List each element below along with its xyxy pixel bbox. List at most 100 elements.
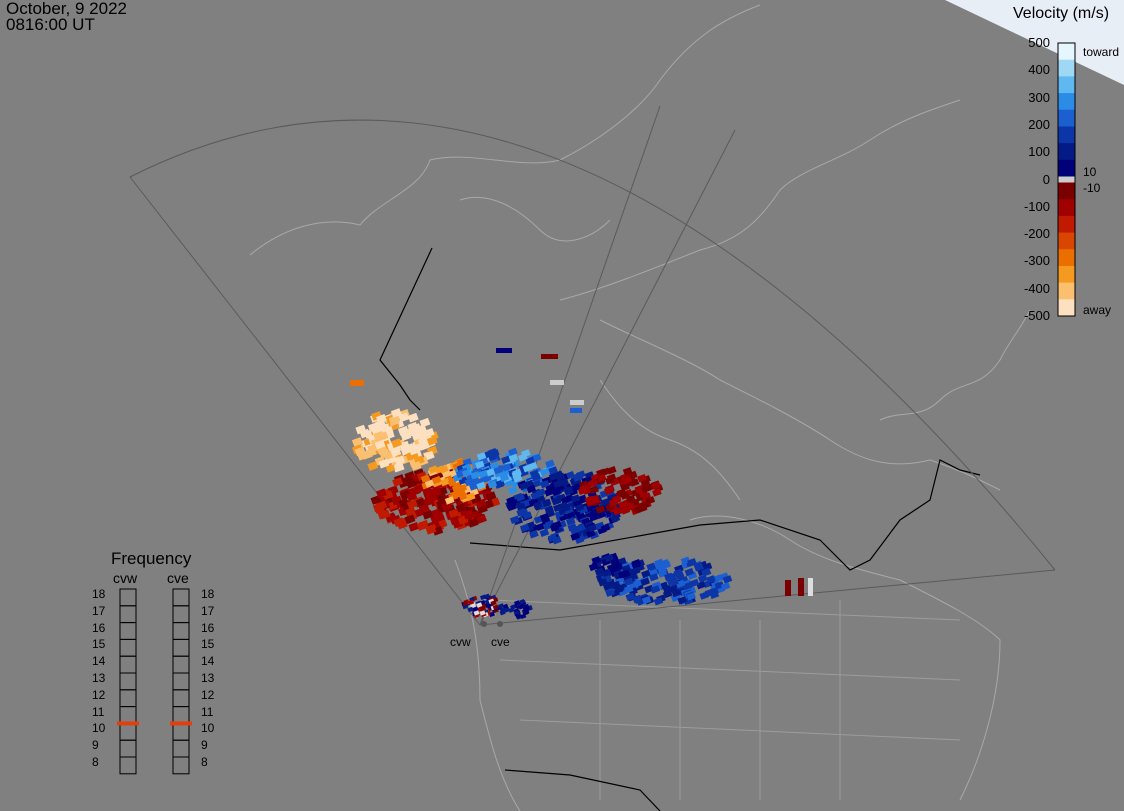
velocity-cell [620,506,631,515]
velocity-cell [388,415,400,425]
pos-small-label: 10 [1083,165,1097,179]
coastlines [249,4,1031,811]
velocity-cell [622,467,633,476]
velocity-cell [470,471,480,480]
frequency-level-label-right: 17 [201,603,215,618]
velocity-cell [382,450,394,461]
velocity-cell [605,588,615,597]
velocity-cell [576,523,586,532]
colorbar-segment [1058,143,1075,161]
frequency-level-label-left: 18 [92,587,106,601]
velocity-cell [682,581,693,591]
velocity-cell [587,523,598,533]
velocity-cell [618,500,628,509]
colorbar-tick-label: 500 [1028,35,1050,50]
velocity-cell [698,574,708,583]
velocity-cell [461,468,472,478]
frequency-box [119,622,137,640]
velocity-cell [393,517,405,527]
velocity-cell [427,492,438,503]
velocity-cell [531,453,542,462]
velocity-cell [661,560,672,569]
colorbar-segment [1058,126,1075,144]
corner-region [945,0,1124,85]
velocity-cell [508,453,519,463]
velocity-cell [493,466,504,475]
frequency-box [172,638,190,657]
velocity-cell [450,490,461,499]
colorbar-tick-label: -300 [1023,253,1050,269]
velocity-cell [508,486,518,495]
away-label: away [1083,303,1112,317]
colorbar-segment [1058,109,1075,127]
velocity-cell [501,463,512,472]
velocity-cell [464,477,475,487]
velocity-cell [551,486,561,496]
neg-small-label: -10 [1083,181,1101,195]
colorbar-segment [1058,59,1075,77]
velocity-cell [601,568,612,578]
velocity-cell [610,514,621,523]
velocity-cell [539,512,550,522]
velocity-cell [668,578,679,587]
velocity-cell [374,439,386,450]
velocity-cell [473,610,480,616]
frequency-box [172,706,190,724]
velocity-cell [574,503,585,512]
colorbar-segment [1058,249,1075,267]
velocity-cell [499,609,506,616]
velocity-cell [584,495,595,504]
velocity-cell [490,448,500,458]
velocity-cell [408,522,420,532]
velocity-cell [508,447,518,457]
velocity-cell [632,594,642,604]
colorbar-tick-label: 0 [1042,171,1050,187]
frequency-level-label-left: 12 [92,687,106,702]
velocity-cell [548,466,558,475]
velocity-cell [722,575,733,584]
velocity-cell [408,445,420,456]
colorbar-segment [1058,282,1075,300]
velocity-cell [675,579,686,589]
velocity-cell [646,562,656,571]
velocity-cell [596,473,607,483]
velocity-cell [479,610,486,616]
velocity-cell [398,412,410,423]
frequency-level-label-left: 11 [92,704,105,719]
frequency-box [172,739,190,758]
frequency-level-label-right: 16 [201,620,215,635]
colorbar-tick-label: 300 [1028,89,1050,105]
velocity-cell [529,530,539,539]
velocity-cell [640,577,650,587]
velocity-cell [570,494,581,503]
velocity-cell [444,496,455,505]
velocity-cell [410,486,421,496]
velocity-cell [551,497,561,506]
velocity-cell [406,499,418,510]
velocity-cell [588,513,599,522]
colorbar-frame [1057,42,1076,317]
velocity-cell [604,553,614,563]
colorbar-segment [1058,182,1075,200]
frequency-box [119,672,137,691]
frequency-box [119,638,137,657]
velocity-cell [431,475,442,485]
velocity-cell [699,591,709,600]
velocity-cell [455,503,467,513]
velocity-cell [563,486,574,496]
frequency-level-label-left: 17 [92,603,106,618]
velocity-cell [501,455,511,464]
velocity-cell [367,461,379,471]
velocity-cell [466,492,476,501]
velocity-cell [677,596,687,605]
frequency-box [172,655,190,674]
velocity-cell [487,480,498,489]
velocity-cell [522,463,533,473]
colorbar-tick-label: -100 [1023,198,1050,214]
velocity-cell [651,481,661,490]
velocity-cell [498,603,505,609]
national-borders [379,247,981,811]
velocity-cell [483,593,490,600]
colorbar-segment [1058,76,1075,94]
velocity-cell [650,585,661,594]
